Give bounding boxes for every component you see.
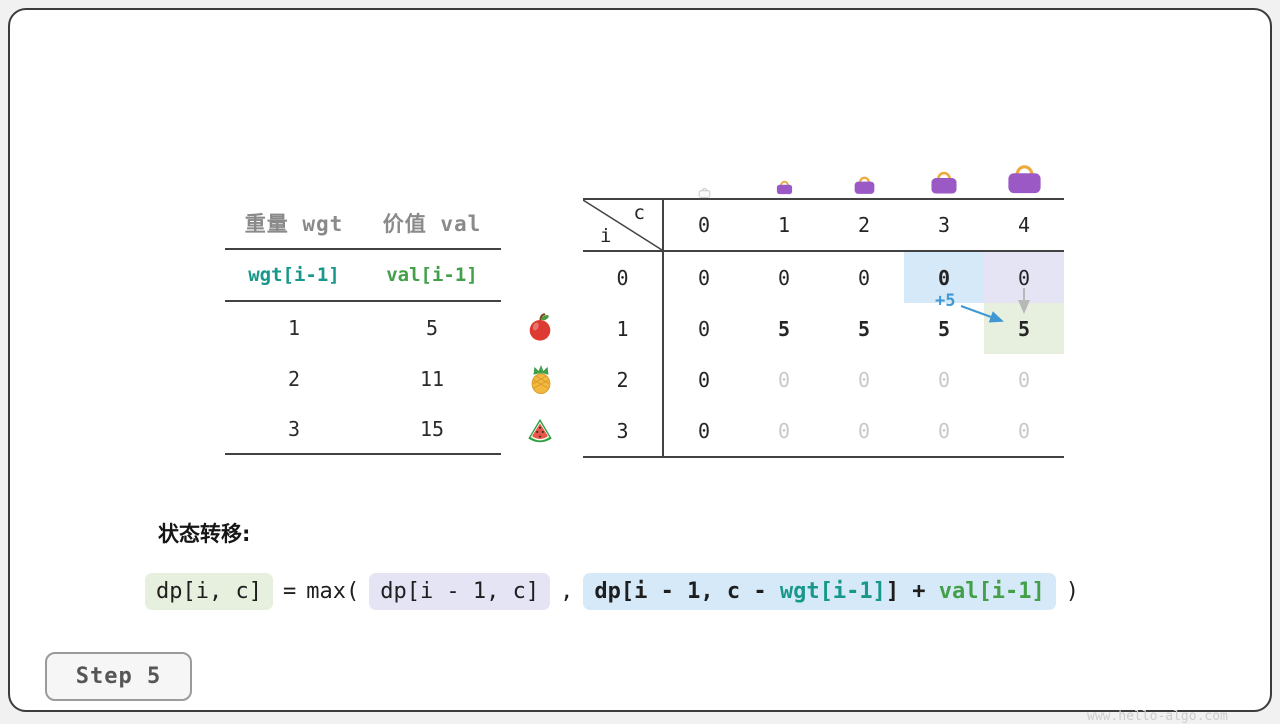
dp-col-header: 4 (984, 200, 1064, 252)
item-weight: 1 (287, 315, 301, 340)
formula-row: dp[i, c] = max( dp[i - 1, c] , dp[i - 1,… (145, 570, 1079, 612)
formula-comma: , (560, 578, 574, 604)
dp-col-header: 1 (744, 200, 824, 252)
formula-max-open: max( (306, 578, 360, 604)
formula-val-term: val[i-1] (938, 578, 1045, 604)
dp-col-header: 2 (824, 200, 904, 252)
formula-add-part1: dp[i - 1, c - (594, 578, 780, 604)
items-table: 重量 wgt 价值 val wgt[i-1] val[i-1] 1 5 2 11… (225, 198, 501, 455)
step-badge: Step 5 (45, 652, 192, 701)
dp-cell: 5 (777, 316, 791, 341)
watermark: www.hello-algo.com (1087, 709, 1228, 724)
dp-grid: c i 0 1 2 3 4 0 0 0 0 0 0 1 0 5 5 5 5 2 … (583, 198, 1064, 458)
formula-close-paren: ) (1065, 578, 1080, 604)
dp-cell: 0 (697, 316, 711, 341)
bag-capacity-3-icon (928, 167, 960, 199)
dp-table: c i 0 1 2 3 4 0 0 0 0 0 0 1 0 5 5 5 5 2 … (583, 198, 1064, 458)
item-value: 15 (419, 416, 445, 441)
dp-cell-source-add: 0 (904, 252, 984, 303)
item-row: 1 5 (225, 302, 501, 353)
corner-cell: c i (583, 200, 664, 252)
item-value: 11 (419, 366, 445, 391)
dp-cell-pending: 0 (857, 418, 871, 443)
watermelon-icon (525, 416, 555, 446)
bag-capacity-1-icon (775, 178, 794, 199)
items-table-header-row: 重量 wgt 价值 val (225, 198, 501, 250)
corner-i-label: i (600, 225, 612, 247)
formula-equals: = (282, 578, 297, 604)
item-weight: 2 (287, 366, 301, 391)
bag-capacity-0-icon (698, 183, 711, 202)
pineapple-icon (526, 364, 556, 394)
diagram-card: 重量 wgt 价值 val wgt[i-1] val[i-1] 1 5 2 11… (8, 8, 1272, 724)
weight-column-header: 重量 wgt (244, 212, 344, 236)
dp-cell-pending: 0 (857, 367, 871, 392)
dp-row-header: 0 (583, 252, 664, 303)
dp-row-header: 3 (583, 405, 664, 456)
dp-col-header: 0 (664, 200, 744, 252)
dp-cell-pending: 0 (937, 418, 951, 443)
dp-cell: 0 (697, 367, 711, 392)
formula-wgt-term: wgt[i-1] (779, 578, 886, 604)
corner-c-label: c (633, 202, 645, 224)
dp-row-header: 2 (583, 354, 664, 405)
item-row: 3 15 (225, 404, 501, 455)
transition-label: 状态转移: (158, 522, 251, 546)
item-weight: 3 (287, 416, 301, 441)
dp-col-header: 3 (904, 200, 984, 252)
dp-cell-source-keep: 0 (984, 252, 1064, 303)
dp-cell-pending: 0 (1017, 367, 1031, 392)
bag-capacity-2-icon (852, 173, 877, 199)
dp-cell-pending: 0 (777, 418, 791, 443)
dp-cell: 5 (937, 316, 951, 341)
bag-capacity-4-icon (1004, 159, 1045, 199)
item-row: 2 11 (225, 353, 501, 404)
formula-add-part2: ] + (885, 578, 939, 604)
formula-keep-branch: dp[i - 1, c] (369, 572, 551, 610)
dp-cell-pending: 0 (777, 367, 791, 392)
items-table-symbol-row: wgt[i-1] val[i-1] (225, 250, 501, 302)
val-symbol: val[i-1] (386, 264, 478, 286)
formula-add-branch: dp[i - 1, c - wgt[i-1]] + val[i-1] (583, 572, 1056, 610)
item-value: 5 (425, 315, 439, 340)
dp-row-header: 1 (583, 303, 664, 354)
dp-cell-current: 5 (984, 303, 1064, 354)
dp-cell: 0 (697, 418, 711, 443)
dp-cell: 0 (857, 265, 871, 290)
dp-cell: 0 (777, 265, 791, 290)
wgt-symbol: wgt[i-1] (248, 264, 340, 286)
dp-cell: 5 (857, 316, 871, 341)
formula-current-cell: dp[i, c] (145, 572, 273, 610)
dp-cell: 0 (697, 265, 711, 290)
dp-cell-pending: 0 (937, 367, 951, 392)
add-value-annotation: +5 (935, 291, 956, 311)
dp-cell-pending: 0 (1017, 418, 1031, 443)
value-column-header: 价值 val (382, 212, 482, 236)
apple-icon (525, 312, 555, 342)
